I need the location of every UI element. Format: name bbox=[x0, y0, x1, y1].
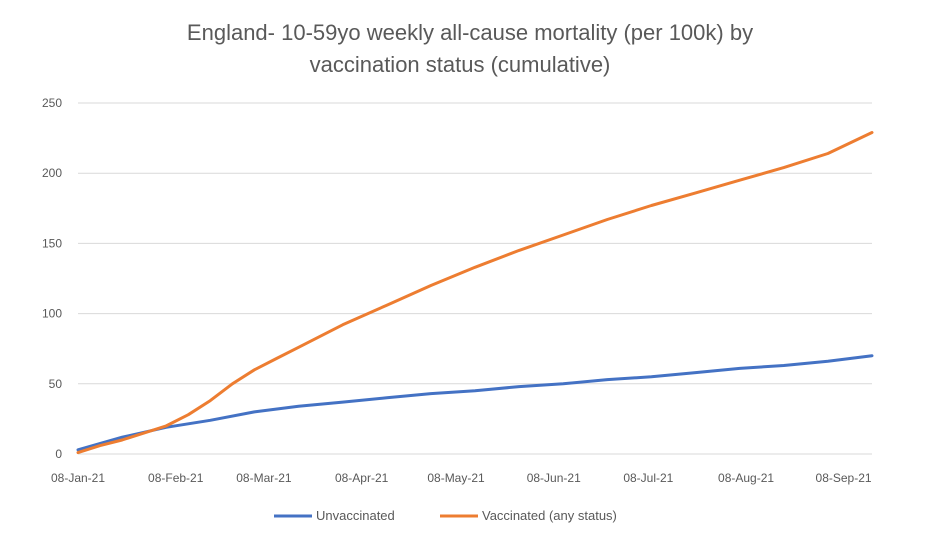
x-tick-label: 08-Jun-21 bbox=[527, 471, 581, 485]
legend-label: Vaccinated (any status) bbox=[482, 508, 617, 523]
y-tick-label: 100 bbox=[42, 307, 62, 321]
series-line-vaccinated-any-status bbox=[76, 131, 874, 455]
x-tick-label: 08-Apr-21 bbox=[335, 471, 389, 485]
y-tick-label: 150 bbox=[42, 236, 62, 250]
y-axis-ticks: 0 50 100 150 200 250 bbox=[42, 96, 62, 461]
series-lines bbox=[76, 131, 874, 455]
legend: Unvaccinated Vaccinated (any status) bbox=[274, 508, 617, 523]
y-tick-label: 50 bbox=[49, 377, 63, 391]
x-tick-label: 08-Feb-21 bbox=[148, 471, 204, 485]
x-tick-label: 08-Jan-21 bbox=[51, 471, 105, 485]
x-tick-label: 08-Jul-21 bbox=[623, 471, 673, 485]
gridlines bbox=[78, 102, 872, 455]
x-tick-label: 08-Mar-21 bbox=[236, 471, 292, 485]
x-axis-ticks: 08-Jan-21 08-Feb-21 08-Mar-21 08-Apr-21 08-M… bbox=[51, 471, 872, 485]
x-tick-label: 08-Aug-21 bbox=[718, 471, 774, 485]
x-tick-label: 08-May-21 bbox=[427, 471, 485, 485]
y-tick-label: 0 bbox=[55, 447, 62, 461]
x-tick-label: 08-Sep-21 bbox=[816, 471, 872, 485]
chart-title-line-2: vaccination status (cumulative) bbox=[310, 52, 611, 77]
legend-label: Unvaccinated bbox=[316, 508, 395, 523]
chart-title-line-1: England- 10-59yo weekly all-cause mortal… bbox=[187, 20, 753, 45]
y-tick-label: 250 bbox=[42, 96, 62, 110]
series-line-unvaccinated bbox=[76, 354, 874, 452]
y-tick-label: 200 bbox=[42, 166, 62, 180]
